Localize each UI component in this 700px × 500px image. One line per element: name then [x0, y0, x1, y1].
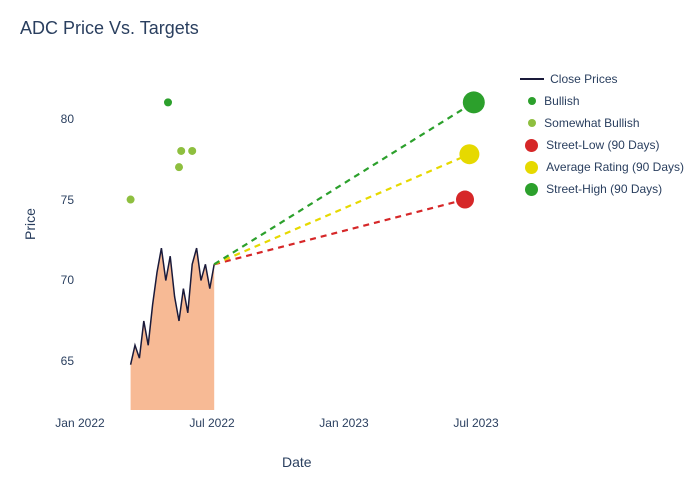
somewhat-bullish-point [188, 147, 196, 155]
legend-close-prices[interactable]: Close Prices [520, 70, 684, 88]
legend-label: Close Prices [550, 72, 617, 86]
street_low-marker [456, 191, 474, 209]
bullish-point [164, 98, 172, 106]
street_high-line [214, 102, 474, 264]
legend-dot-icon [525, 161, 538, 174]
x-axis-label: Date [282, 454, 312, 470]
legend-label: Street-Low (90 Days) [546, 138, 659, 152]
y-axis-label: Price [22, 208, 38, 240]
legend-label: Street-High (90 Days) [546, 182, 662, 196]
chart-title: ADC Price Vs. Targets [20, 18, 199, 39]
x-tick: Jul 2022 [189, 416, 234, 430]
y-tick: 70 [61, 273, 74, 287]
legend-dot-icon [528, 119, 536, 127]
plot-svg [80, 70, 520, 410]
legend-dot-icon [528, 97, 536, 105]
legend-label: Somewhat Bullish [544, 116, 639, 130]
street_high-marker [463, 91, 485, 113]
somewhat-bullish-point [175, 163, 183, 171]
somewhat-bullish-point [177, 147, 185, 155]
legend-label: Bullish [544, 94, 579, 108]
legend-label: Average Rating (90 Days) [546, 160, 684, 174]
legend-street-low[interactable]: Street-Low (90 Days) [520, 136, 684, 154]
legend: Close Prices Bullish Somewhat Bullish St… [520, 70, 684, 202]
x-tick: Jul 2023 [453, 416, 498, 430]
legend-line-icon [520, 78, 544, 80]
legend-dot-icon [525, 183, 538, 196]
y-tick: 80 [61, 112, 74, 126]
legend-bullish[interactable]: Bullish [520, 92, 684, 110]
legend-somewhat-bullish[interactable]: Somewhat Bullish [520, 114, 684, 132]
plot-area: 65707580 Jan 2022Jul 2022Jan 2023Jul 202… [80, 70, 520, 410]
average-marker [459, 144, 479, 164]
y-tick: 65 [61, 354, 74, 368]
x-tick: Jan 2022 [55, 416, 104, 430]
y-tick: 75 [61, 193, 74, 207]
somewhat-bullish-point [127, 196, 135, 204]
x-tick: Jan 2023 [319, 416, 368, 430]
legend-street-high[interactable]: Street-High (90 Days) [520, 180, 684, 198]
legend-average[interactable]: Average Rating (90 Days) [520, 158, 684, 176]
legend-dot-icon [525, 139, 538, 152]
